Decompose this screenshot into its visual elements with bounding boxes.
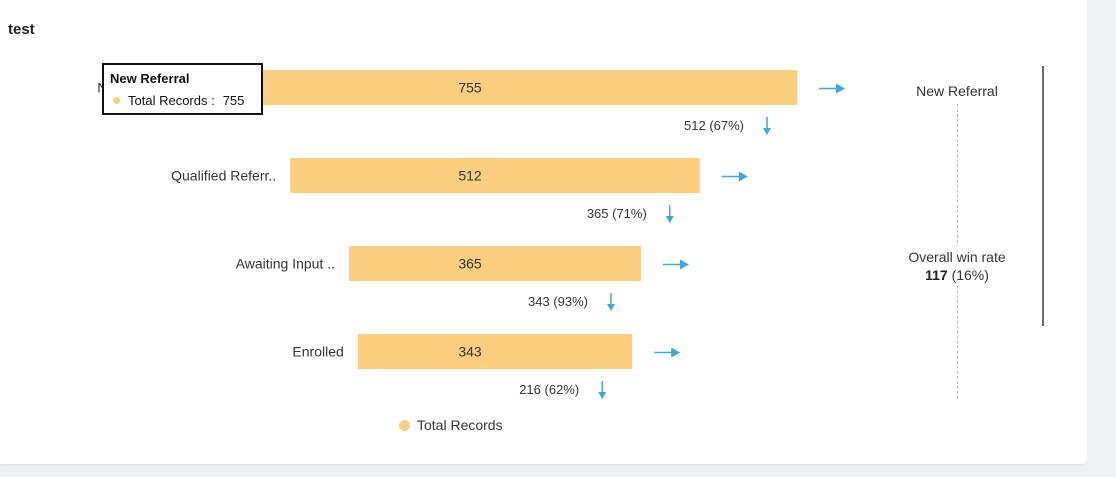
summary-divider [1042,66,1044,326]
tooltip-label: Total Records : [128,93,215,108]
legend-dot-icon [399,419,410,431]
win-rate-percent: (16%) [951,267,989,283]
conversion-label: 365 (71%) [587,206,647,221]
category-label: Enrolled [292,344,343,360]
funnel-bar[interactable] [357,334,633,369]
conversion-label: 512 (67%) [684,118,744,133]
arrow-right-icon [836,83,845,94]
overall-win-rate: Overall win rate 117 (16%) [880,246,1034,286]
arrow-down-icon [598,392,607,399]
bar-value-label: 755 [458,80,482,96]
tooltip-title: New Referral [110,71,190,86]
legend-label: Total Records [417,417,503,433]
arrow-right-icon [671,347,681,358]
win-rate-label: Overall win rate [908,249,1006,265]
funnel-bar[interactable] [290,158,700,193]
win-rate-value: 117 [925,267,948,283]
category-label: Qualified Referr.. [171,168,276,184]
arrow-down-icon [607,304,615,311]
arrow-down-icon [665,216,674,223]
funnel-bar[interactable] [349,246,641,281]
bar-value-label: 343 [458,344,482,360]
bar-value-label: 512 [458,168,482,184]
conversion-label: 216 (62%) [519,382,579,397]
tooltip-row: Total Records : 755 [113,93,244,108]
arrow-right-icon [738,171,748,182]
summary-stage-label: New Referral [916,83,998,99]
tooltip-value: 755 [222,93,245,108]
chart-legend[interactable]: Total Records [399,417,503,433]
bar-value-label: 365 [458,256,482,272]
win-rate-figure: 117 (16%) [880,266,1034,284]
category-label: Awaiting Input .. [236,256,335,272]
conversion-label: 343 (93%) [528,294,588,309]
chart-tooltip: New Referral Total Records : 755 [102,63,263,115]
chart-card: test 755 New Referral 512 (67%) 512 Qualifie… [0,0,1087,464]
tooltip-dot-icon [113,97,120,104]
chart-title: test [8,21,35,38]
funnel-bar[interactable] [193,70,797,105]
arrow-down-icon [763,128,771,135]
funnel-chart: 755 New Referral 512 (67%) 512 Qualified Ref… [97,70,845,399]
arrow-right-icon [680,259,689,270]
